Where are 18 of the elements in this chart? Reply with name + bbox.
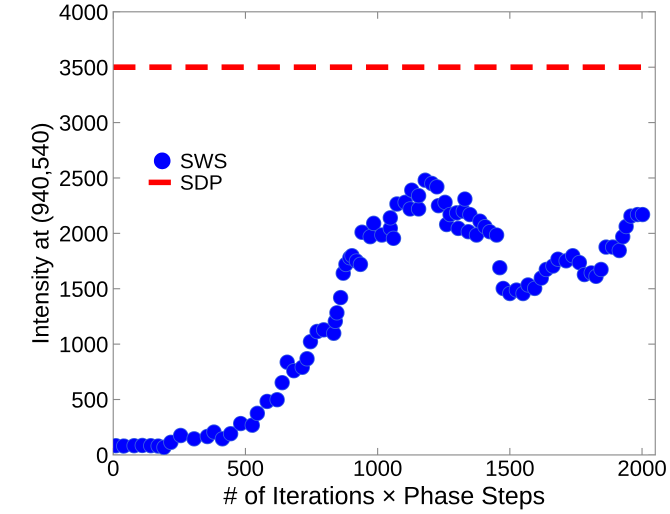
y-tick-label: 500 [72,392,108,408]
y-tick-label: 2500 [60,170,108,186]
x-tick-label: 0 [108,460,119,476]
y-tick-label: 1000 [60,336,108,352]
x-tick-label: 2000 [618,460,666,476]
y-tick-label: 4000 [59,4,108,20]
y-tick-label: 1500 [60,281,108,298]
y-tick-label: 3000 [60,115,108,131]
legend-label: SWS [180,154,226,168]
x-axis-title: # of Iterations × Phase Steps [224,486,544,510]
legend-label: SDP [180,175,222,190]
y-axis-title: Intensity at (940,540) [31,124,54,342]
x-tick-label: 500 [228,460,264,476]
y-tick-label: 0 [96,447,108,464]
x-tick-label: 1000 [354,460,402,476]
y-tick-label: 3500 [60,60,108,76]
x-tick-label: 1500 [486,460,534,476]
y-tick-label: 2000 [60,226,108,242]
